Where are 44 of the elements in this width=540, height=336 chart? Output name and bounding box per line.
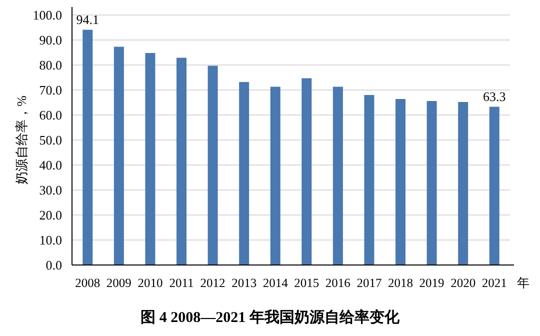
bar <box>145 53 156 265</box>
x-tick-label: 2013 <box>232 276 257 290</box>
bar <box>239 82 250 265</box>
bar <box>82 30 93 265</box>
y-tick-label: 40.0 <box>39 158 62 172</box>
y-tick-label: 50.0 <box>39 132 62 148</box>
x-tick-label: 2018 <box>388 276 413 290</box>
x-tick-label: 2010 <box>138 276 163 290</box>
x-tick-label: 2009 <box>106 276 132 290</box>
x-tick-label: 2016 <box>325 276 350 290</box>
x-tick-label: 2008 <box>75 276 100 290</box>
y-tick-label: 80.0 <box>39 58 62 72</box>
x-tick-label: 2021 <box>482 276 507 290</box>
x-tick-label: 2017 <box>356 276 382 290</box>
y-tick-label: 90.0 <box>39 32 62 48</box>
y-tick-label: 60.0 <box>39 108 62 122</box>
bar <box>270 86 280 265</box>
y-tick-label: 30.0 <box>39 182 62 198</box>
x-tick-label: 2019 <box>419 276 444 290</box>
bar <box>208 66 218 265</box>
x-axis-title: 年 <box>517 276 530 290</box>
data-label: 94.1 <box>76 12 100 27</box>
y-tick-label: 20.0 <box>39 208 62 222</box>
bar <box>114 46 124 265</box>
bar <box>458 102 468 265</box>
bar <box>176 58 186 265</box>
y-axis-title: 奶源自给率，% <box>14 95 29 184</box>
x-tick-label: 2014 <box>262 276 289 290</box>
data-label: 63.3 <box>482 88 506 104</box>
x-tick-label: 2020 <box>450 276 476 290</box>
bar <box>396 99 406 265</box>
x-tick-label: 2012 <box>200 276 226 290</box>
y-tick-label: 10.0 <box>39 232 62 248</box>
bar <box>489 106 500 265</box>
bar <box>426 101 437 265</box>
bar <box>302 78 312 265</box>
x-tick-label: 2015 <box>294 276 320 290</box>
text: 图 4 2008—2021 年我国奶源自给率变化 <box>140 308 400 326</box>
y-tick-label: 0.0 <box>46 258 62 272</box>
y-tick-label: 70.0 <box>39 82 62 98</box>
y-tick-label: 100.0 <box>32 8 62 22</box>
bar <box>332 86 343 265</box>
x-tick-label: 2011 <box>169 276 194 290</box>
bar <box>364 95 374 265</box>
